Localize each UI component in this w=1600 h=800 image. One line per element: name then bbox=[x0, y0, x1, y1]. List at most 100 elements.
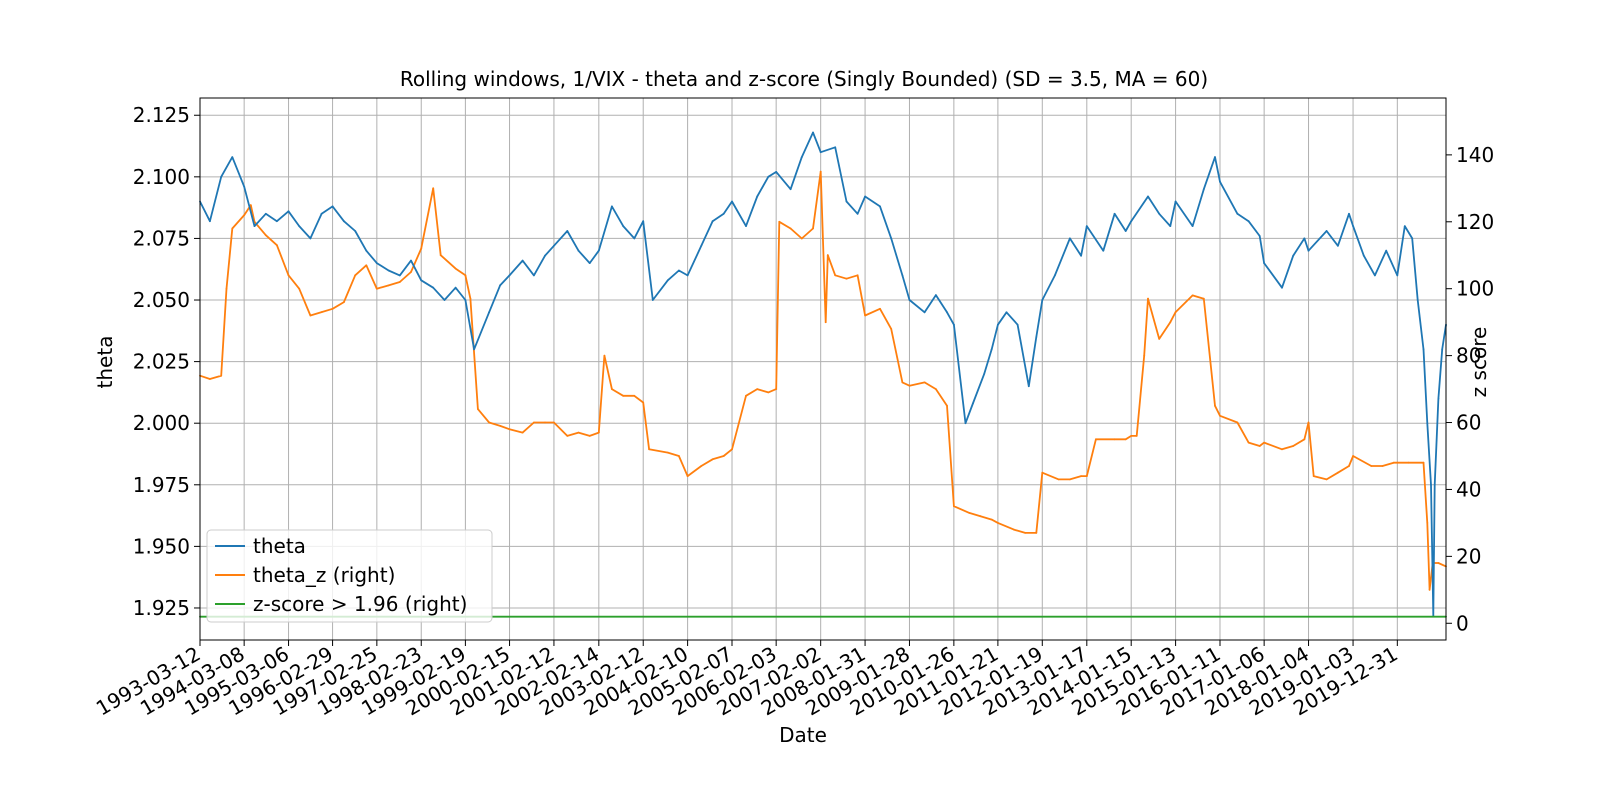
data-point bbox=[1348, 465, 1350, 467]
data-point bbox=[1392, 461, 1395, 464]
data-point bbox=[577, 249, 580, 252]
data-point bbox=[1433, 483, 1436, 486]
data-point bbox=[1370, 465, 1373, 467]
data-point bbox=[398, 274, 401, 277]
data-point bbox=[1158, 212, 1161, 215]
data-point bbox=[553, 244, 555, 247]
data-point bbox=[979, 515, 982, 518]
grid bbox=[199, 98, 1446, 640]
data-point bbox=[375, 287, 378, 290]
data-point bbox=[789, 188, 792, 191]
data-point bbox=[220, 175, 223, 178]
data-point bbox=[521, 259, 524, 262]
data-point bbox=[923, 311, 926, 314]
data-point bbox=[1202, 188, 1205, 191]
data-point bbox=[879, 205, 881, 208]
data-point bbox=[756, 195, 759, 198]
data-point bbox=[1035, 532, 1038, 534]
data-point bbox=[1263, 262, 1265, 264]
data-point bbox=[1080, 254, 1082, 257]
data-point bbox=[789, 227, 792, 230]
data-point bbox=[1352, 455, 1354, 457]
data-point bbox=[1403, 225, 1406, 228]
data-point bbox=[775, 388, 778, 390]
y-right-tick-label: 40 bbox=[1456, 477, 1481, 501]
data-point bbox=[1426, 522, 1429, 524]
data-point bbox=[1303, 438, 1306, 441]
data-point bbox=[953, 505, 955, 508]
data-point bbox=[1437, 562, 1440, 564]
y-left-tick-label: 2.125 bbox=[133, 103, 190, 127]
data-point bbox=[1202, 297, 1205, 300]
data-point bbox=[1258, 445, 1261, 447]
data-point bbox=[264, 234, 267, 237]
data-point bbox=[365, 264, 368, 267]
data-point bbox=[819, 170, 822, 173]
data-point bbox=[220, 374, 223, 377]
data-point bbox=[964, 422, 967, 425]
series-line-theta bbox=[199, 131, 1447, 617]
data-point bbox=[533, 421, 535, 424]
data-point bbox=[1307, 421, 1310, 424]
y-left-tick-label: 2.050 bbox=[133, 288, 190, 312]
data-point bbox=[990, 518, 993, 521]
data-point bbox=[722, 212, 725, 215]
data-point bbox=[420, 279, 423, 282]
data-point bbox=[1013, 528, 1015, 531]
data-point bbox=[209, 220, 211, 223]
data-point bbox=[648, 448, 650, 451]
data-point bbox=[1169, 225, 1172, 228]
data-point bbox=[946, 404, 948, 407]
y-left-tick-label: 2.025 bbox=[133, 350, 190, 374]
y-left-tick-label: 1.925 bbox=[133, 596, 190, 620]
data-point bbox=[800, 237, 803, 240]
data-point bbox=[1411, 237, 1414, 240]
data-point bbox=[432, 286, 435, 289]
data-point bbox=[864, 195, 866, 198]
data-point bbox=[249, 204, 252, 207]
data-point bbox=[309, 237, 312, 240]
data-point bbox=[812, 227, 814, 230]
data-point bbox=[1407, 461, 1410, 464]
data-point bbox=[778, 220, 781, 223]
data-point bbox=[544, 421, 546, 424]
data-point bbox=[287, 210, 290, 213]
data-point bbox=[1437, 397, 1440, 400]
data-point bbox=[1041, 299, 1044, 301]
y-left-tick-label: 2.100 bbox=[133, 165, 190, 189]
data-point bbox=[678, 455, 680, 457]
data-point bbox=[209, 378, 211, 380]
data-point bbox=[856, 274, 859, 277]
data-point bbox=[432, 187, 435, 190]
data-point bbox=[908, 384, 911, 387]
data-point bbox=[1214, 156, 1216, 159]
data-point bbox=[410, 259, 412, 262]
data-point bbox=[1416, 299, 1419, 301]
data-point bbox=[1325, 478, 1328, 481]
data-point bbox=[1337, 244, 1339, 247]
data-point bbox=[1147, 195, 1149, 198]
data-point bbox=[901, 381, 904, 384]
data-point bbox=[464, 299, 467, 301]
data-point bbox=[879, 307, 881, 310]
data-point bbox=[1113, 438, 1116, 441]
data-point bbox=[890, 328, 893, 330]
series-line-theta-z-right- bbox=[199, 170, 1447, 591]
data-point bbox=[331, 205, 334, 208]
data-point bbox=[666, 279, 669, 282]
data-point bbox=[1325, 230, 1328, 232]
data-point bbox=[1247, 220, 1250, 223]
data-point bbox=[1135, 435, 1138, 437]
data-point bbox=[343, 301, 345, 303]
data-point bbox=[946, 311, 948, 314]
data-point bbox=[1441, 348, 1444, 351]
data-point bbox=[1069, 478, 1071, 481]
legend-label: z-score > 1.96 (right) bbox=[253, 592, 467, 616]
data-point bbox=[711, 220, 714, 223]
data-point bbox=[983, 373, 986, 375]
data-point bbox=[1169, 321, 1172, 324]
data-point bbox=[488, 421, 490, 424]
data-point bbox=[1191, 225, 1194, 228]
data-point bbox=[499, 425, 502, 427]
